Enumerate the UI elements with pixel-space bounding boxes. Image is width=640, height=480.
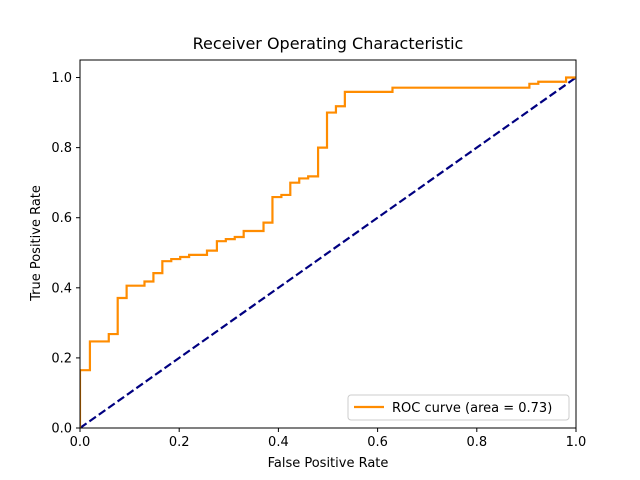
x-tick-label: 0.0	[70, 435, 91, 450]
x-tick-label: 0.8	[466, 435, 487, 450]
x-tick-label: 0.6	[367, 435, 388, 450]
y-tick-label: 1.0	[51, 71, 72, 86]
x-tick-label: 0.4	[268, 435, 289, 450]
plot-frame	[79, 59, 577, 429]
legend-label: ROC curve (area = 0.73)	[392, 401, 552, 416]
y-tick-label: 0.2	[51, 351, 72, 366]
y-axis-ticks: 0.0 0.2 0.4 0.6 0.8 1.0	[51, 71, 80, 437]
chance-diagonal-line	[80, 76, 576, 428]
y-axis-label: True Positive Rate	[29, 185, 44, 302]
x-tick-label: 1.0	[566, 435, 587, 450]
y-tick-label: 0.4	[51, 281, 72, 296]
chart-title: Receiver Operating Characteristic	[193, 34, 464, 53]
roc-curve-line	[80, 76, 576, 428]
legend-box	[347, 394, 570, 421]
y-tick-label: 0.6	[51, 211, 72, 226]
y-tick-label: 0.8	[51, 141, 72, 156]
plot-area	[80, 76, 576, 428]
x-axis-label: False Positive Rate	[268, 456, 389, 471]
legend: ROC curve (area = 0.73)	[347, 394, 570, 421]
x-tick-label: 0.2	[169, 435, 190, 450]
x-axis-ticks: 0.0 0.2 0.4 0.6 0.8 1.0	[70, 428, 587, 450]
y-tick-label: 0.0	[51, 422, 72, 437]
